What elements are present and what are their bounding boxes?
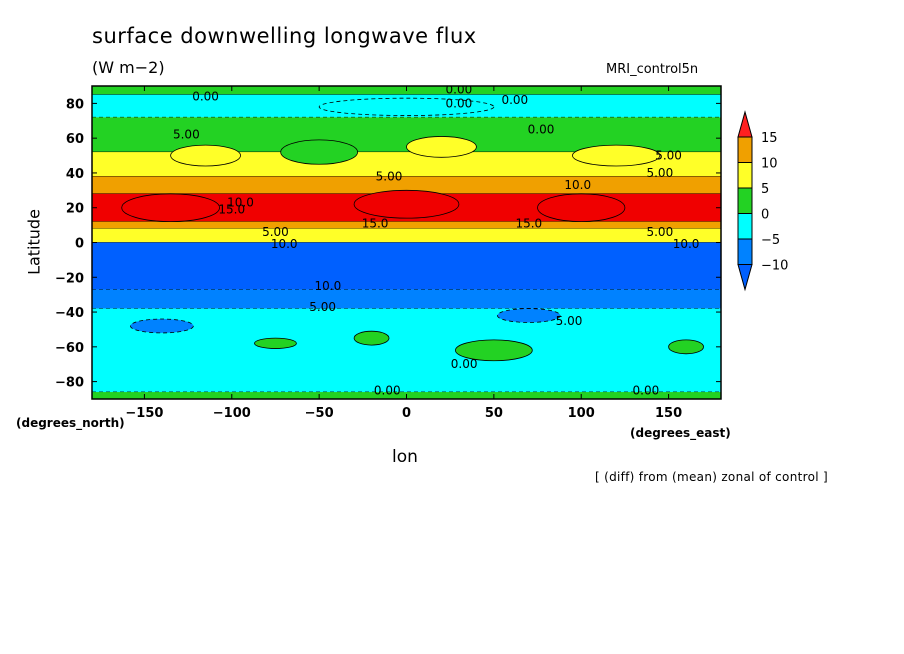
field-patch-3	[280, 139, 358, 165]
contour-label-7: 5.00	[655, 149, 682, 163]
contour-label-3: 0.00	[501, 93, 528, 107]
x-tick-label-1: −100	[213, 406, 251, 421]
contour-labels: 0.00 0.000.00 0.000.005.005.005.005.0010.0…	[173, 82, 700, 397]
contour-label-0: 0.00	[192, 89, 219, 103]
chart-title: surface downwelling longwave flux	[92, 24, 477, 48]
contour-label-19: 5.00	[309, 300, 336, 314]
field-patch-11	[668, 339, 704, 355]
contour-label-21: 0.00	[451, 357, 478, 371]
x-tick-label-6: 150	[655, 406, 682, 421]
colorbar-label-2: 5	[761, 182, 769, 197]
zonal-band-8	[92, 242, 721, 290]
field-patch-13	[496, 308, 561, 323]
y-tick-label-5: 20	[66, 202, 84, 217]
chart-note: [ (diff) from (mean) zonal of control ]	[595, 470, 828, 484]
contour-label-17: 10.0	[673, 237, 700, 251]
y-tick-label-7: 60	[66, 132, 84, 147]
colorbar-segment-3	[737, 213, 753, 240]
colorbar-segment-2	[737, 187, 753, 214]
x-tick-label-4: 50	[485, 406, 503, 421]
colorbar: 15 10 5 0 −5 −10	[737, 110, 788, 292]
zonal-band-10	[92, 308, 721, 393]
contour-label-16: 10.0	[271, 237, 298, 251]
axes: −150 −100 −50 0 50 100 150 −80 −60 −40 −20 0 20 40 60 8…	[55, 86, 721, 421]
chart-units: (W m−2)	[92, 58, 165, 77]
contour-label-6: 5.00	[376, 169, 403, 183]
field-patch-8	[455, 339, 533, 362]
colorbar-segment-4	[737, 238, 753, 265]
y-tick-label-4: 0	[75, 237, 84, 252]
contour-label-5: 5.00	[173, 128, 200, 142]
colorbar-bottom-arrow	[737, 264, 753, 292]
contour-label-14: 5.00	[262, 225, 289, 239]
contour-label-9: 10.0	[227, 196, 254, 210]
field-patch-9	[254, 337, 297, 349]
contour-label-22: 0.00	[374, 383, 401, 397]
x-tick-label-0: −150	[125, 406, 163, 421]
y-tick-label-0: −80	[55, 376, 84, 391]
zonal-band-7	[92, 228, 721, 243]
field-patch-12	[130, 318, 194, 334]
field-patch-0	[121, 193, 220, 223]
colorbar-label-0: 15	[761, 131, 778, 146]
contour-label-10: 10.0	[564, 178, 591, 192]
colorbar-segment-1	[737, 162, 753, 189]
contour-field	[92, 86, 721, 399]
colorbar-segment-0	[737, 136, 753, 163]
x-tick-label-2: −50	[305, 406, 334, 421]
contour-label-15: 5.00	[646, 225, 673, 239]
field-patch-7	[318, 97, 495, 116]
colorbar-label-4: −5	[761, 233, 780, 248]
y-tick-label-1: −60	[55, 341, 84, 356]
x-axis-label: lon	[392, 447, 418, 467]
contour-label-23: 0.00	[633, 383, 660, 397]
zonal-band-9	[92, 289, 721, 309]
field-patch-2	[537, 193, 626, 223]
x-tick-label-3: 0	[402, 406, 411, 421]
y-tick-label-3: −20	[55, 271, 84, 286]
contour-label-11: 15.0	[218, 202, 245, 216]
colorbar-top-arrow	[737, 110, 753, 138]
y-tick-label-2: −40	[55, 306, 84, 321]
field-patch-6	[170, 144, 241, 167]
contour-label-1: 0.00	[446, 82, 473, 96]
colorbar-label-1: 10	[761, 157, 778, 172]
y-tick-label-8: 80	[66, 97, 84, 112]
x-unit-label: (degrees_east)	[630, 426, 731, 440]
x-tick-label-5: 100	[568, 406, 595, 421]
y-unit-label: (degrees_north)	[16, 416, 125, 430]
run-label: MRI_control5n	[606, 62, 699, 77]
contour-label-20: 5.00	[556, 314, 583, 328]
contour-label-8: 5.00	[646, 166, 673, 180]
field-patch-10	[353, 330, 390, 346]
field-patch-1	[353, 189, 460, 219]
contour-label-4: 0.00	[528, 122, 555, 136]
colorbar-label-3: 0	[761, 208, 769, 223]
y-tick-label-6: 40	[66, 167, 84, 182]
contour-label-13: 15.0	[515, 216, 542, 230]
colorbar-label-5: −10	[761, 259, 788, 274]
field-patch-4	[406, 136, 477, 158]
contour-label-12: 15.0	[362, 216, 389, 230]
contour-label-18: 10.0	[315, 279, 342, 293]
zonal-band-6	[92, 221, 721, 229]
zonal-band-4	[92, 176, 721, 194]
field-patch-5	[572, 144, 661, 167]
contour-label-2: 0.00	[446, 96, 473, 110]
